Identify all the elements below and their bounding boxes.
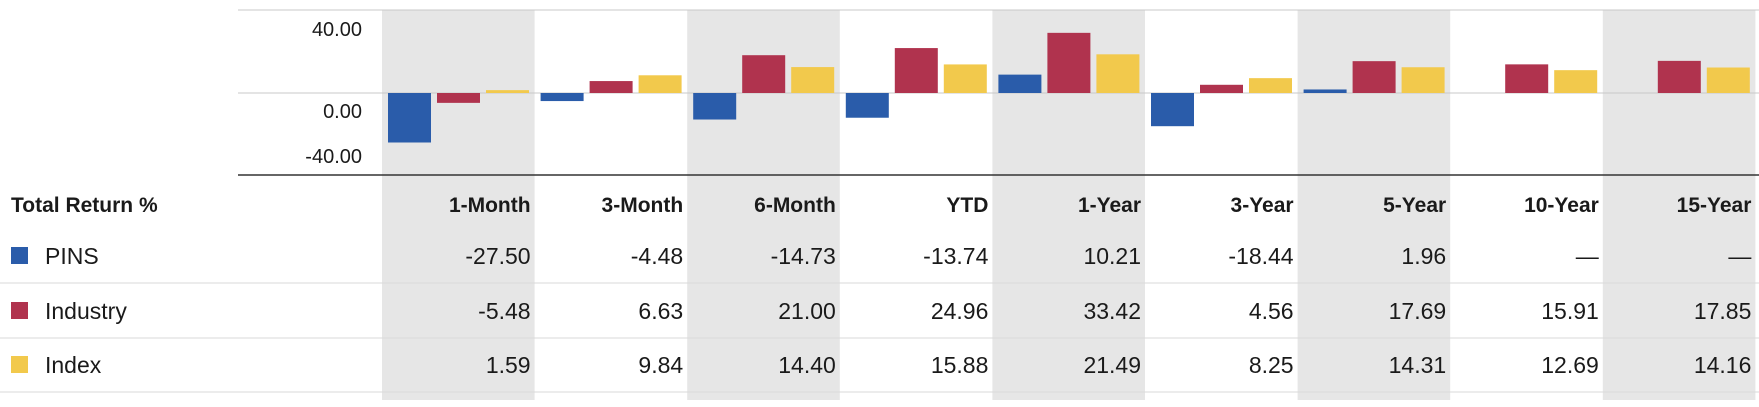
bar-pins-1-year xyxy=(998,74,1042,93)
table-header-label: Total Return % xyxy=(11,194,158,217)
table-cell: 6.63 xyxy=(638,298,683,324)
bar-index-ytd xyxy=(943,64,987,93)
bar-industry-6-month xyxy=(742,55,786,93)
table-cell: -14.73 xyxy=(771,243,836,269)
column-header: 5-Year xyxy=(1383,194,1446,217)
table-cell: -5.48 xyxy=(478,298,530,324)
chart-bars xyxy=(388,32,1750,143)
column-header: 3-Month xyxy=(602,194,684,217)
bar-index-10-year xyxy=(1554,70,1598,93)
table-cell: -4.48 xyxy=(631,243,683,269)
bar-index-5-year xyxy=(1401,67,1445,93)
table-cell: 12.69 xyxy=(1541,352,1599,378)
bar-index-15-year xyxy=(1706,67,1750,93)
table-cell: 10.21 xyxy=(1083,243,1141,269)
table-cell: 14.31 xyxy=(1389,352,1447,378)
table-cell: 21.49 xyxy=(1083,352,1141,378)
bar-index-1-year xyxy=(1096,54,1140,93)
table-cell: 15.88 xyxy=(931,352,989,378)
bar-pins-ytd xyxy=(845,93,889,118)
series-name: Industry xyxy=(45,298,127,324)
column-header: 10-Year xyxy=(1524,194,1599,217)
table-cell: — xyxy=(1576,243,1599,269)
table-cell: -27.50 xyxy=(465,243,530,269)
legend-swatch xyxy=(11,302,28,319)
table-cell: 14.16 xyxy=(1694,352,1752,378)
table-cell: 15.91 xyxy=(1541,298,1599,324)
y-tick-label: -40.00 xyxy=(305,146,362,168)
column-header: 6-Month xyxy=(754,194,836,217)
table-cell: -13.74 xyxy=(923,243,988,269)
table-cell: 1.96 xyxy=(1401,243,1446,269)
bar-pins-3-year xyxy=(1151,93,1194,127)
table-cell: 33.42 xyxy=(1083,298,1141,324)
bar-index-1-month xyxy=(486,90,529,93)
table-cell: — xyxy=(1728,243,1751,269)
column-header: 3-Year xyxy=(1231,194,1294,217)
bar-pins-6-month xyxy=(693,93,737,120)
bar-index-6-month xyxy=(791,67,835,93)
series-name: PINS xyxy=(45,243,99,269)
table-cell: 4.56 xyxy=(1249,298,1294,324)
series-name: Index xyxy=(45,352,102,378)
column-shade xyxy=(382,10,535,400)
table-cell: 24.96 xyxy=(931,298,989,324)
bar-industry-3-year xyxy=(1200,84,1243,93)
bar-industry-1-year xyxy=(1047,32,1091,93)
table-cell: -18.44 xyxy=(1228,243,1293,269)
bar-industry-ytd xyxy=(894,48,938,93)
column-header: YTD xyxy=(946,194,988,217)
table-cell: 9.84 xyxy=(638,352,683,378)
table-cell: 21.00 xyxy=(778,298,836,324)
y-tick-label: 40.00 xyxy=(312,19,362,41)
legend-swatch xyxy=(11,356,28,373)
bar-index-3-month xyxy=(638,75,682,93)
bar-index-3-year xyxy=(1249,78,1292,93)
bar-industry-1-month xyxy=(437,93,480,103)
column-header: 1-Month xyxy=(449,194,531,217)
column-header: 15-Year xyxy=(1677,194,1752,217)
legend-swatch xyxy=(11,247,28,264)
table-cell: 14.40 xyxy=(778,352,836,378)
y-axis-ticks: 40.00 0.00 -40.00 xyxy=(305,19,362,168)
bar-pins-5-year xyxy=(1303,89,1347,93)
bar-pins-1-month xyxy=(388,93,431,143)
bar-industry-10-year xyxy=(1505,64,1549,93)
column-header: 1-Year xyxy=(1078,194,1141,217)
table-cell: 1.59 xyxy=(486,352,531,378)
bar-industry-3-month xyxy=(589,81,633,93)
bar-industry-5-year xyxy=(1352,61,1396,93)
returns-table: Total Return % 1-Month 3-Month 6-Month YTD 1-… xyxy=(0,194,1759,393)
bar-industry-15-year xyxy=(1657,60,1701,93)
table-cell: 8.25 xyxy=(1249,352,1294,378)
table-cell: 17.69 xyxy=(1389,298,1447,324)
table-cell: 17.85 xyxy=(1694,298,1752,324)
y-tick-label: 0.00 xyxy=(323,101,362,123)
bar-pins-3-month xyxy=(540,93,584,102)
